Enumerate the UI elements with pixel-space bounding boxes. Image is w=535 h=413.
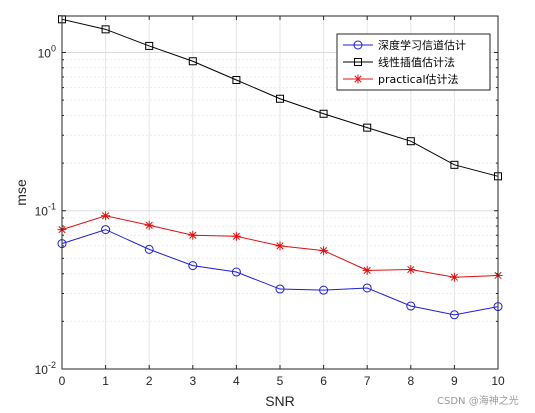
x-tick-label: 7 [364, 374, 371, 388]
data-point-star [188, 230, 198, 240]
x-tick-label: 6 [320, 374, 327, 388]
data-point-square [319, 109, 328, 118]
x-tick-label: 8 [407, 374, 414, 388]
axis-ticks: 0 1 2 3 4 5 6 7 8 9 10 10-2 10-1 100 [35, 16, 505, 388]
legend-entry-1: 深度学习信道估计 [343, 38, 466, 52]
series-line [61, 229, 499, 316]
data-point-star [144, 220, 154, 230]
data-point-star [406, 265, 416, 275]
data-point-star [275, 241, 285, 251]
y-axis-label: mse [13, 179, 29, 206]
data-point-square [354, 58, 362, 66]
watermark: CSDN @海神之光 [437, 394, 519, 407]
data-point-star [353, 74, 363, 84]
data-point-circle [449, 310, 459, 320]
legend-label: 深度学习信道估计 [378, 38, 466, 52]
series-line [61, 18, 499, 177]
x-tick-label: 4 [233, 374, 240, 388]
series-2 [58, 15, 502, 181]
data-point-star [231, 231, 241, 241]
data-point-star [449, 272, 459, 282]
data-point-square [406, 137, 415, 146]
data-point-square [188, 57, 197, 66]
x-axis-label: SNR [265, 393, 295, 409]
y-tick-label: 100 [38, 43, 56, 60]
x-tick-label: 0 [59, 374, 66, 388]
x-tick-label: 2 [146, 374, 153, 388]
data-point-circle [188, 261, 198, 271]
x-tick-label: 10 [491, 374, 505, 388]
data-point-square [232, 75, 241, 84]
legend-entry-2: 线性插值估计法 [343, 55, 455, 69]
y-tick-label: 10-1 [35, 202, 56, 219]
data-point-circle [144, 244, 154, 254]
x-tick-label: 3 [189, 374, 196, 388]
data-point-star [362, 265, 372, 275]
legend-entry-3: practical估计法 [343, 72, 459, 86]
data-point-circle [353, 40, 363, 50]
data-point-square [450, 160, 459, 169]
data-point-circle [362, 283, 372, 293]
data-point-square [363, 123, 372, 132]
legend-label: 线性插值估计法 [378, 55, 455, 69]
data-point-circle [406, 301, 416, 311]
series-1 [57, 225, 503, 320]
data-point-square [101, 25, 110, 34]
legend-label: practical估计法 [378, 72, 459, 86]
data-point-circle [319, 285, 329, 295]
x-tick-label: 1 [102, 374, 109, 388]
x-tick-label: 9 [451, 374, 458, 388]
data-point-circle [231, 267, 241, 277]
data-point-square [276, 94, 284, 103]
x-tick-label: 5 [277, 374, 284, 388]
data-point-circle [101, 225, 111, 235]
data-point-star [319, 246, 329, 256]
data-point-circle [275, 284, 285, 294]
data-point-square [145, 41, 154, 50]
data-point-star [101, 211, 111, 221]
y-tick-label: 10-2 [35, 360, 56, 377]
